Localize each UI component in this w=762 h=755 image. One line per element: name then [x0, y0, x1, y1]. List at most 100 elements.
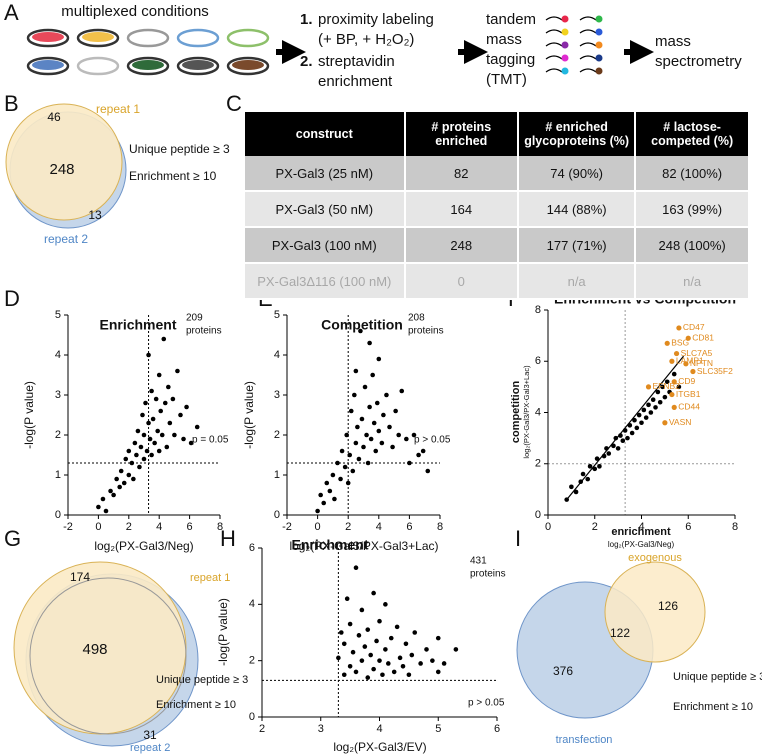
venn-set-label: exogenous — [628, 552, 682, 564]
point — [129, 460, 135, 466]
point-label: VASN — [669, 417, 692, 427]
point — [641, 407, 647, 413]
point — [406, 672, 412, 678]
x-tick-label: 4 — [638, 521, 644, 533]
point — [356, 456, 362, 462]
table-row: PX-Gal3 (100 nM) 248 177 (71%) 248 (100%) — [245, 227, 750, 264]
tmt-tags — [545, 15, 603, 75]
table-cell: n/a — [518, 263, 637, 300]
table-row: PX-Gal3 (50 nM) 164 144 (88%) 163 (99%) — [245, 191, 750, 228]
point — [578, 479, 584, 484]
point — [615, 446, 621, 451]
point — [594, 456, 600, 461]
point-label: ITGB1 — [676, 389, 701, 399]
point — [164, 444, 170, 450]
point — [650, 397, 656, 402]
point — [618, 433, 623, 438]
point — [397, 655, 403, 661]
x-tick-label: 2 — [126, 521, 132, 533]
x-tick-label: 0 — [315, 521, 321, 533]
y-tick-label: 4 — [249, 598, 255, 610]
point — [327, 488, 333, 494]
highlighted-point — [683, 361, 689, 367]
y-tick-label: 3 — [55, 389, 61, 401]
venn-count: 498 — [82, 641, 107, 658]
point — [368, 436, 374, 442]
y-axis-label: -log(P value) — [242, 381, 256, 449]
point — [355, 424, 360, 430]
y-tick-label: 0 — [535, 509, 541, 521]
point — [342, 464, 348, 470]
venn-set-label: repeat 2 — [44, 232, 88, 246]
x-axis-label: log₂(PX-Gal3/PX-Gal3+Lac) — [289, 539, 438, 553]
point — [384, 392, 389, 398]
point — [178, 412, 183, 418]
point — [387, 424, 392, 430]
x-tick-label: 2 — [345, 521, 351, 533]
table-cell: 163 (99%) — [635, 191, 750, 228]
table-cell: 144 (88%) — [518, 191, 637, 228]
threshold-label: p > 0.05 — [468, 698, 505, 709]
point — [315, 508, 320, 514]
point — [150, 416, 156, 422]
venn-criterion: Enrichment ≥ 10 — [129, 169, 217, 183]
point — [146, 420, 151, 426]
table-header-cell: # enriched glycoproteins (%) — [518, 112, 637, 156]
point — [639, 420, 644, 426]
x-tick-label: 3 — [318, 723, 324, 735]
point — [604, 446, 609, 451]
panel-label: A — [4, 0, 19, 25]
point — [159, 432, 165, 438]
highlighted-point — [690, 368, 696, 375]
x-tick-label: 5 — [435, 723, 441, 735]
point — [141, 432, 147, 438]
point — [632, 417, 637, 423]
x-tick-label: 0 — [95, 521, 101, 533]
y-axis-label: -log(P value) — [216, 598, 230, 666]
step-text: enrichment — [318, 73, 393, 90]
venn-set-1 — [5, 103, 123, 221]
venn-overlap — [29, 577, 187, 735]
y-axis-label-group: -log(P value) — [22, 381, 36, 449]
point — [134, 452, 139, 458]
point — [435, 669, 441, 675]
point — [194, 424, 200, 430]
point — [660, 384, 665, 390]
point — [587, 464, 593, 469]
point — [359, 607, 365, 613]
point — [367, 404, 372, 410]
point-label: SLC35F2 — [697, 366, 733, 376]
highlighted-point — [673, 350, 680, 357]
x-axis-sublabel: log₂(PX-Gal3/Neg) — [608, 540, 675, 549]
point — [365, 627, 371, 632]
table-row: PX-Gal3Δ116 (100 nM) 0 n/a n/a — [245, 263, 750, 300]
point — [671, 371, 677, 377]
point — [368, 652, 373, 658]
chart-title: Enrichment — [291, 537, 368, 553]
x-tick-label: 2 — [259, 723, 265, 735]
point — [411, 432, 417, 438]
point-label: NPTN — [690, 358, 713, 368]
point — [114, 476, 119, 482]
point — [161, 336, 167, 342]
point — [149, 452, 154, 458]
venn-set-label: transfection — [556, 734, 613, 746]
point — [365, 675, 371, 680]
point — [339, 630, 344, 635]
point — [353, 669, 359, 675]
y-tick-label: 5 — [55, 309, 61, 321]
point — [350, 649, 356, 655]
point — [597, 464, 602, 469]
venn-count: 126 — [658, 599, 678, 613]
point — [657, 399, 663, 405]
point — [181, 436, 186, 442]
y-tick-label: 2 — [274, 429, 280, 441]
venn-set-1 — [604, 561, 706, 663]
point — [353, 440, 359, 446]
point — [359, 416, 365, 422]
point — [643, 415, 649, 420]
point — [132, 440, 138, 446]
point — [380, 672, 385, 678]
x-tick-label: 6 — [685, 521, 691, 533]
point — [353, 565, 359, 571]
